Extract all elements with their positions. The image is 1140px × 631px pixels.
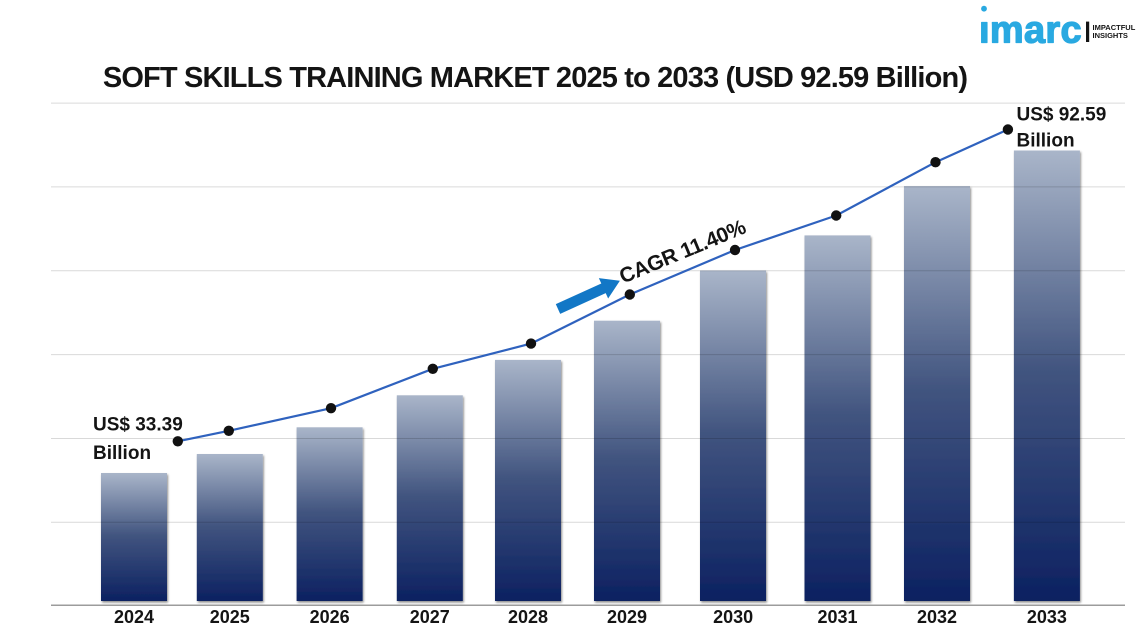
- svg-text:US$ 92.59: US$ 92.59: [1017, 104, 1107, 125]
- svg-text:Billion: Billion: [1017, 131, 1075, 152]
- svg-text:2024: 2024: [114, 607, 154, 627]
- svg-text:2033: 2033: [1027, 607, 1067, 627]
- svg-text:2031: 2031: [817, 607, 857, 627]
- svg-text:Billion: Billion: [93, 443, 151, 464]
- svg-text:2028: 2028: [508, 607, 548, 627]
- svg-text:ımarc: ımarc: [979, 10, 1082, 52]
- svg-text:2030: 2030: [713, 607, 753, 627]
- svg-text:2025: 2025: [210, 607, 250, 627]
- svg-text:SOFT SKILLS TRAINING MARKET 20: SOFT SKILLS TRAINING MARKET 2025 to 2033…: [103, 62, 967, 94]
- svg-text:INSIGHTS: INSIGHTS: [1093, 31, 1128, 40]
- svg-text:2029: 2029: [607, 607, 647, 627]
- svg-text:2026: 2026: [310, 607, 350, 627]
- svg-text:IMPACTFUL: IMPACTFUL: [1093, 23, 1136, 32]
- svg-text:US$ 33.39: US$ 33.39: [93, 415, 183, 436]
- svg-text:2027: 2027: [410, 607, 450, 627]
- svg-text:2032: 2032: [917, 607, 957, 627]
